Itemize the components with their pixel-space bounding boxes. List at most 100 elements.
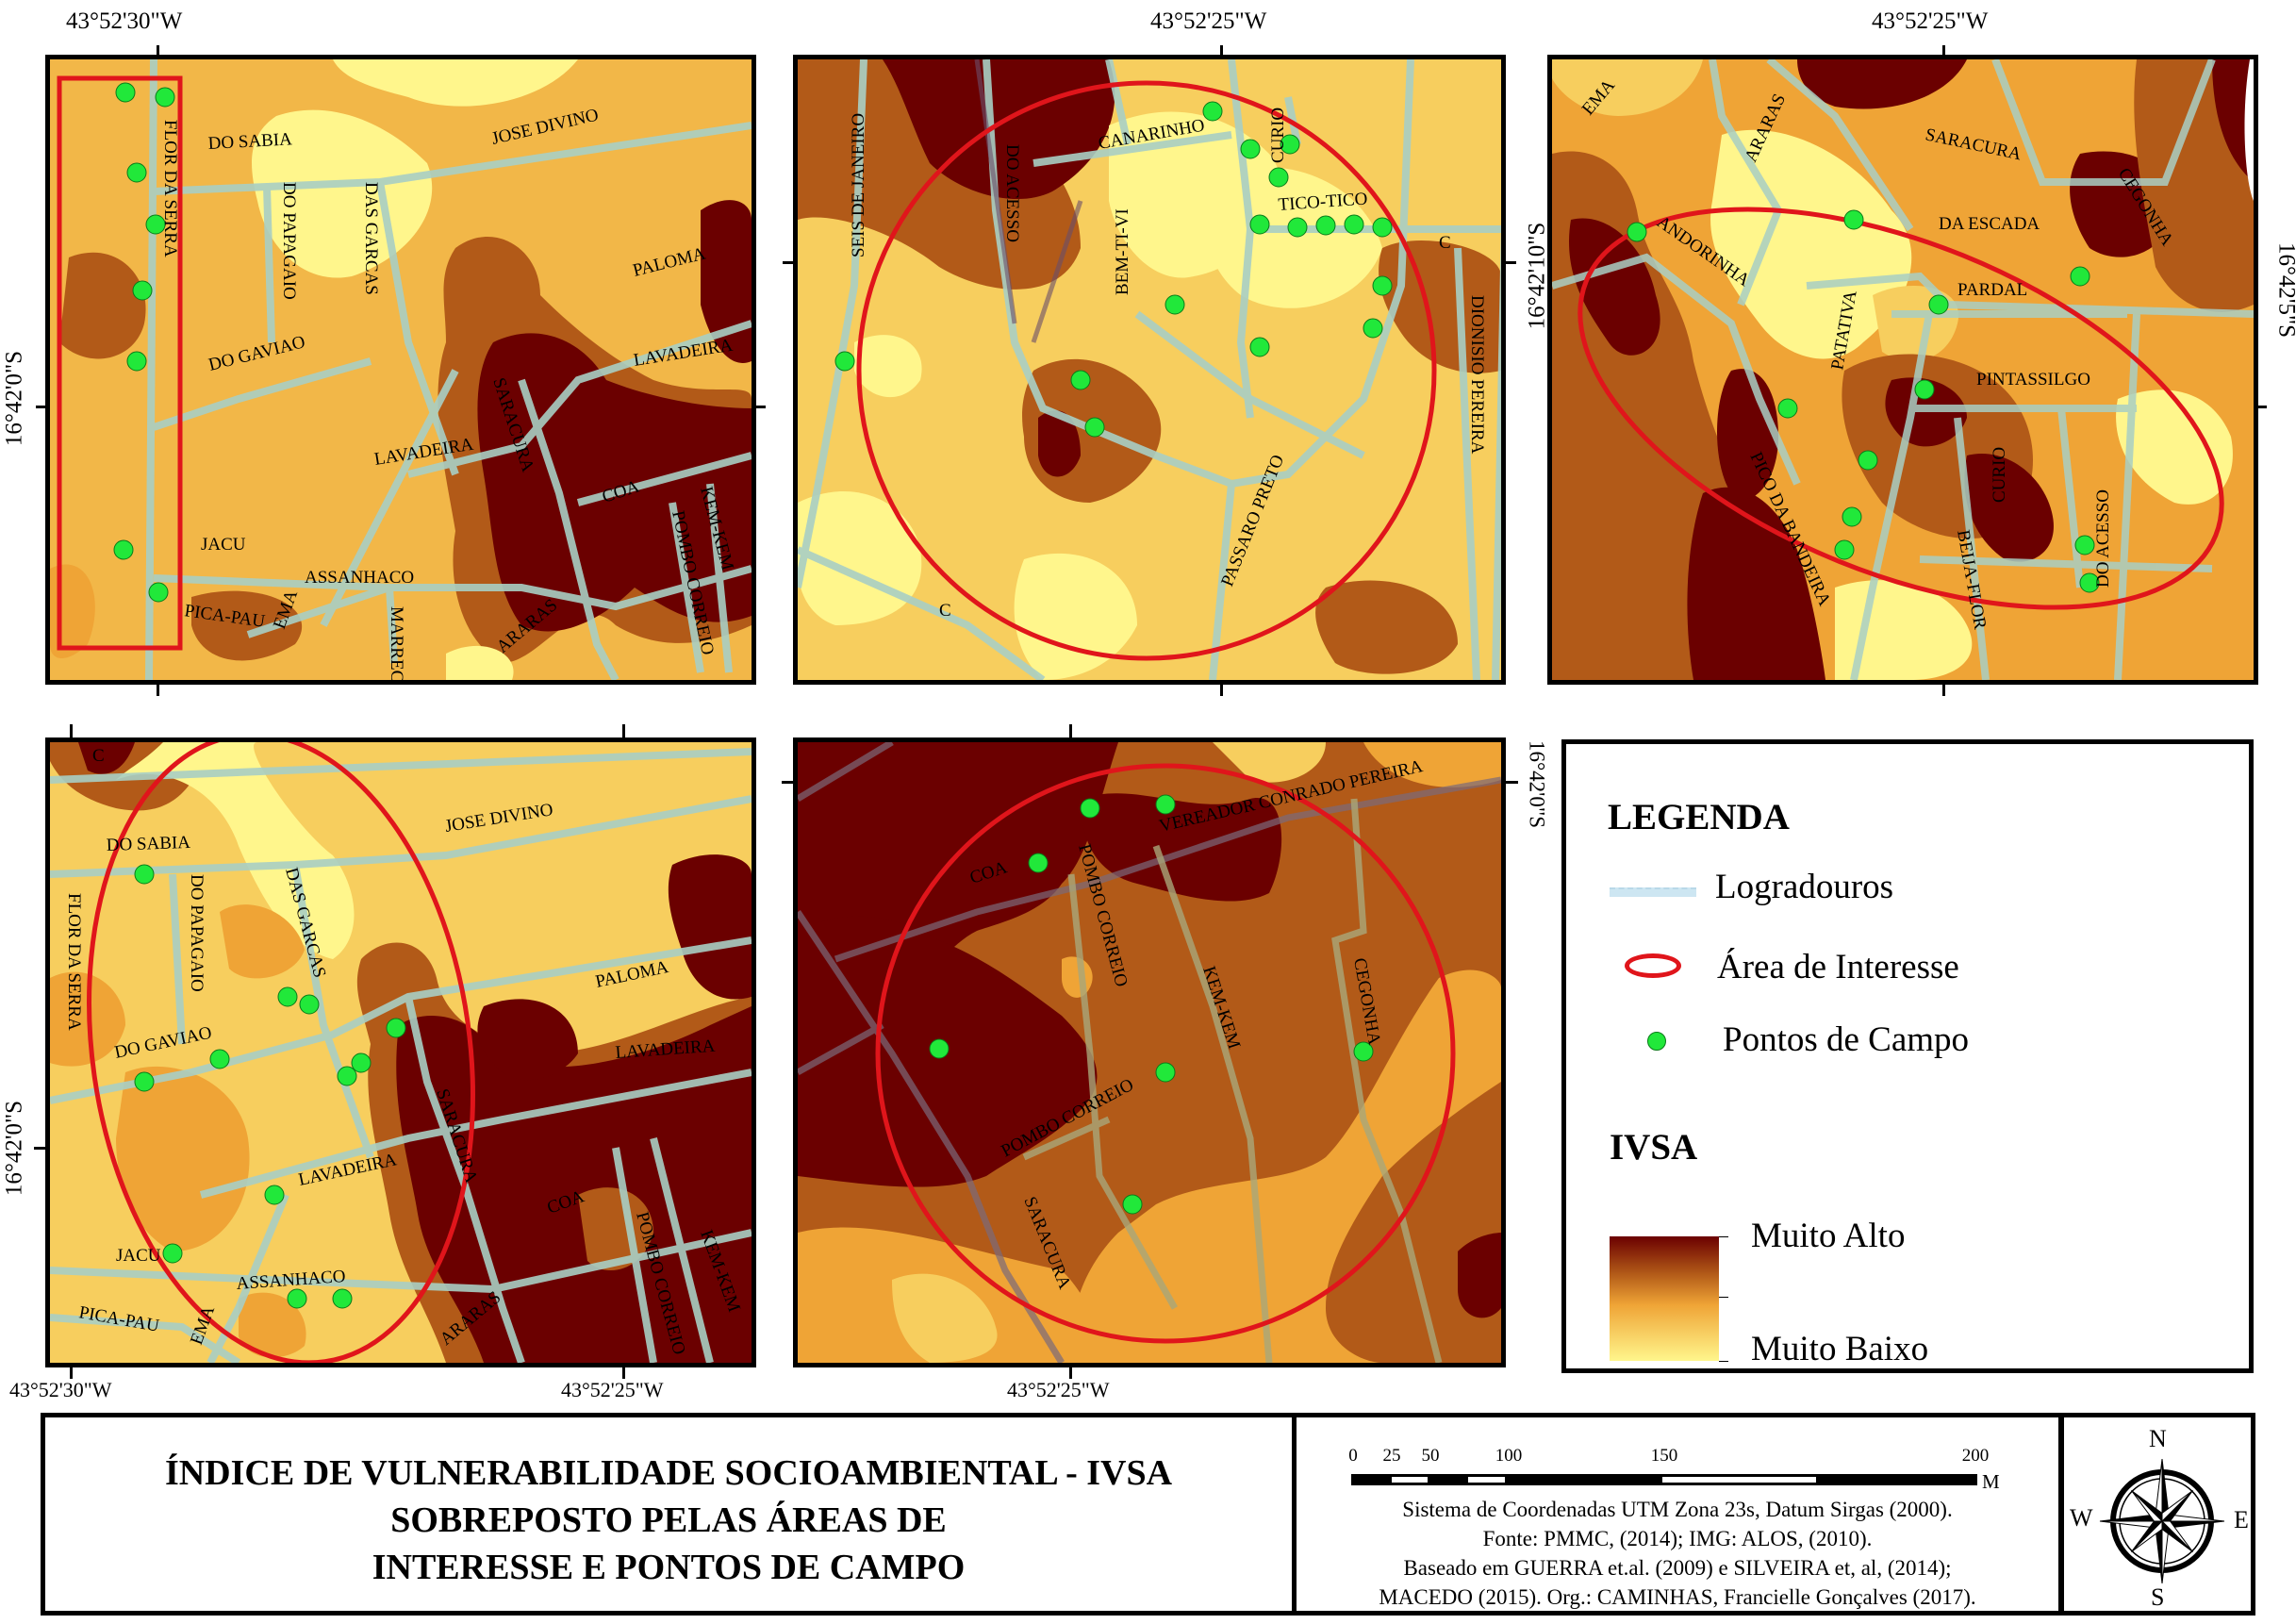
scale-credits-block: 0 25 50 100 150 200 M Sistema de Coorden… — [1292, 1413, 2063, 1616]
map-title-line-1: ÍNDICE DE VULNERABILIDADE SOCIOAMBIENTAL… — [164, 1453, 1173, 1493]
tick — [783, 261, 796, 264]
street-label: CURIO — [1268, 108, 1288, 163]
tick — [622, 724, 625, 741]
legend-label-area: Área de Interesse — [1717, 948, 1959, 986]
map-title-line-3: INTERESSE E PONTOS DE CAMPO — [372, 1548, 966, 1587]
coord-bottom-p5: 43°52'25"W — [1007, 1378, 1110, 1401]
coord-left-p4: 16°42'0"S — [1, 1100, 27, 1197]
street-label: CURIO — [1990, 447, 2009, 503]
tick — [1942, 45, 1945, 58]
street-line-icon — [1610, 887, 1696, 897]
scale-tick-200: 200 — [1961, 1446, 1990, 1466]
scale-unit: M — [1982, 1470, 2000, 1493]
legend-title: LEGENDA — [1608, 797, 1790, 837]
scale-tick-0: 0 — [1348, 1446, 1358, 1466]
pontos-campo-3 — [1627, 209, 2100, 593]
pontos-campo-2 — [834, 101, 1393, 438]
tick — [1719, 1236, 1728, 1237]
legend-label-logradouros: Logradouros — [1715, 868, 1894, 906]
compass-e: E — [2234, 1506, 2249, 1533]
map-title-line-2: SOBREPOSTO PELAS ÁREAS DE — [390, 1500, 947, 1540]
pontos-campo-5 — [929, 794, 1374, 1215]
street-label: SEIS DE JANEIRO — [849, 113, 868, 257]
north-arrow-block: N S W E — [2059, 1413, 2255, 1616]
street-label: DO PAPAGAIO — [279, 182, 299, 300]
tick — [752, 406, 766, 408]
map-panel-3: EMA ARARAS SARACURA CEGONHA ANDORINHA DA… — [1547, 55, 2258, 685]
tick — [1220, 45, 1223, 58]
ivsa-raster-4: C DO SABIA JOSE DIVINO FLOR DA SERRA DO … — [50, 742, 752, 1363]
tick — [70, 1366, 73, 1379]
scale-bar: 0 25 50 100 150 200 — [1348, 1446, 1989, 1474]
scale-bar-graphic — [1351, 1474, 1977, 1485]
street-label: DAS GARCAS — [361, 182, 381, 295]
street-label: DO PAPAGAIO — [187, 874, 206, 992]
street-label: C — [939, 601, 951, 621]
coord-bottom-right-p4: 43°52'25"W — [561, 1378, 664, 1401]
tick — [782, 781, 795, 784]
credit-line-1: Sistema de Coordenadas UTM Zona 23s, Dat… — [1402, 1498, 1953, 1521]
street-label: PINTASSILGO — [1976, 370, 2090, 389]
tick — [1505, 781, 1518, 784]
coord-right-p5: 16°42'0"S — [1525, 739, 1549, 829]
credits: Sistema de Coordenadas UTM Zona 23s, Dat… — [1297, 1495, 2058, 1612]
coord-top-p3: 43°52'25"W — [1872, 8, 1989, 34]
tick — [157, 683, 159, 696]
street-label: DO SABIA — [207, 129, 292, 154]
area-interesse-ellipse — [87, 742, 475, 1363]
ivsa-raster-3: EMA ARARAS SARACURA CEGONHA ANDORINHA DA… — [1552, 59, 2254, 680]
credit-line-2: Fonte: PMMC, (2014); IMG: ALOS, (2010). — [1482, 1527, 1873, 1550]
coord-top-p1: 43°52'30"W — [66, 8, 183, 34]
scale-tick-150: 150 — [1650, 1446, 1678, 1466]
red-ellipse-icon — [1625, 953, 1681, 978]
tick — [1719, 1297, 1728, 1298]
credit-line-3: Baseado em GUERRA et.al. (2009) e SILVEI… — [1403, 1556, 1952, 1580]
compass-w: W — [2070, 1504, 2093, 1532]
map-panel-4: C DO SABIA JOSE DIVINO FLOR DA SERRA DO … — [45, 737, 756, 1367]
pontos-campo-4 — [134, 864, 406, 1309]
pontos-campo-1 — [113, 82, 175, 603]
tick — [1942, 683, 1945, 696]
tick — [157, 45, 159, 58]
tick — [2254, 406, 2267, 408]
compass-s: S — [2151, 1583, 2165, 1611]
map-panel-2: SEIS DE JANEIRO DO ACESSO CANARINHO CURI… — [793, 55, 1506, 685]
tick — [1069, 724, 1072, 741]
street-label: C — [1439, 233, 1451, 253]
area-interesse-circle — [856, 80, 1437, 661]
scale-tick-50: 50 — [1421, 1446, 1440, 1466]
street-label: MARRECO — [387, 606, 406, 680]
tick — [36, 406, 49, 408]
street-label: DO ACESSO — [1002, 144, 1022, 242]
tick — [1069, 1366, 1072, 1379]
street-label: DA ESCADA — [1939, 214, 2040, 234]
tick — [622, 1366, 625, 1379]
street-label: BEM-TI-VI — [1113, 208, 1132, 295]
area-interesse-circle — [875, 763, 1456, 1344]
coord-left-p1: 16°42'0"S — [1, 350, 27, 447]
street-label: FLOR DA SERRA — [160, 120, 180, 257]
street-label: JACU — [116, 1246, 161, 1266]
map-panel-1: FLOR DA SERRA DO SABIA DO PAPAGAIO DAS G… — [45, 55, 756, 685]
area-interesse-ellipse — [1577, 207, 2224, 610]
ivsa-color-ramp — [1610, 1236, 1719, 1361]
street-label: DO ACESSO — [2093, 489, 2113, 588]
ramp-high-label: Muito Alto — [1751, 1217, 1906, 1255]
ivsa-raster-1: FLOR DA SERRA DO SABIA DO PAPAGAIO DAS G… — [50, 59, 752, 680]
coord-right-p3: 16°42'5"S — [2273, 241, 2296, 339]
tick — [1220, 683, 1223, 696]
street-label: DO SABIA — [106, 833, 190, 855]
title-block: ÍNDICE DE VULNERABILIDADE SOCIOAMBIENTAL… — [41, 1413, 1297, 1616]
street-label: JACU — [201, 535, 246, 555]
compass-n: N — [2149, 1425, 2167, 1452]
street-label: PARDAL — [1957, 280, 2027, 300]
ramp-low-label: Muito Baixo — [1751, 1330, 1929, 1368]
tick — [1503, 261, 1516, 264]
scale-tick-25: 25 — [1382, 1446, 1401, 1466]
coord-left-p3: 16°42'10"S — [1524, 222, 1550, 330]
green-dot-icon — [1647, 1032, 1666, 1051]
ivsa-raster-2: SEIS DE JANEIRO DO ACESSO CANARINHO CURI… — [798, 59, 1501, 680]
coord-top-p2: 43°52'25"W — [1150, 8, 1267, 34]
scale-tick-100: 100 — [1495, 1446, 1523, 1466]
area-interesse-rect — [57, 75, 183, 651]
